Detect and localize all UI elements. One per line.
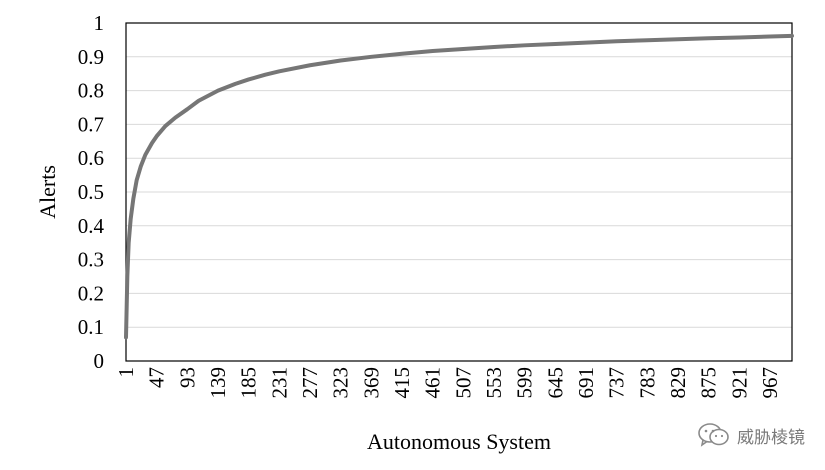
watermark-text: 威胁棱镜 (737, 427, 805, 448)
x-tick-label: 461 (421, 367, 445, 399)
x-tick-label: 691 (574, 367, 598, 399)
y-tick-label: 0.3 (78, 248, 104, 272)
x-tick-label: 783 (635, 367, 659, 399)
y-tick-label: 0.9 (78, 45, 104, 69)
x-axis-ticks: 1 47 93 139 185 231 277 323 369 415 461 507 553 599 64… (114, 367, 782, 399)
x-tick-label: 277 (298, 367, 322, 399)
x-tick-label: 599 (513, 367, 537, 399)
x-tick-label: 553 (482, 367, 506, 399)
gridlines (126, 56, 792, 328)
x-tick-label: 737 (605, 367, 629, 399)
x-tick-label: 875 (697, 367, 721, 399)
series-line (124, 33, 794, 340)
y-tick-label: 0.5 (78, 180, 104, 204)
wechat-logo-icon (698, 423, 729, 447)
x-tick-label: 93 (175, 367, 199, 388)
y-tick-label: 0.1 (78, 315, 104, 339)
y-axis-ticks: 0 0.1 0.2 0.3 0.4 0.5 0.6 0.7 0.8 0.9 1 (78, 11, 105, 373)
x-tick-label: 829 (666, 367, 690, 399)
y-tick-label: 0.2 (78, 281, 104, 305)
x-tick-label: 231 (267, 367, 291, 399)
x-tick-label: 139 (206, 367, 230, 399)
x-tick-label: 1 (114, 367, 138, 378)
x-tick-label: 415 (390, 367, 414, 399)
plot-area-frame (125, 22, 793, 362)
x-tick-label: 47 (145, 367, 169, 388)
y-tick-label: 0.7 (78, 112, 104, 136)
y-tick-label: 1 (94, 11, 105, 35)
x-tick-label: 323 (329, 367, 353, 399)
x-tick-label: 967 (758, 367, 782, 399)
x-tick-label: 645 (543, 367, 567, 399)
x-axis-title: Autonomous System (367, 429, 551, 454)
y-tick-label: 0.6 (78, 146, 104, 170)
y-tick-label: 0.4 (78, 214, 105, 238)
x-tick-label: 185 (237, 367, 261, 399)
x-tick-label: 507 (451, 367, 475, 399)
x-tick-label: 369 (359, 367, 383, 399)
x-tick-label: 921 (727, 367, 751, 399)
watermark: 威胁棱镜 (697, 422, 805, 448)
y-tick-label: 0.8 (78, 79, 104, 103)
y-axis-title: Alerts (35, 165, 60, 219)
y-tick-label: 0 (94, 349, 105, 373)
